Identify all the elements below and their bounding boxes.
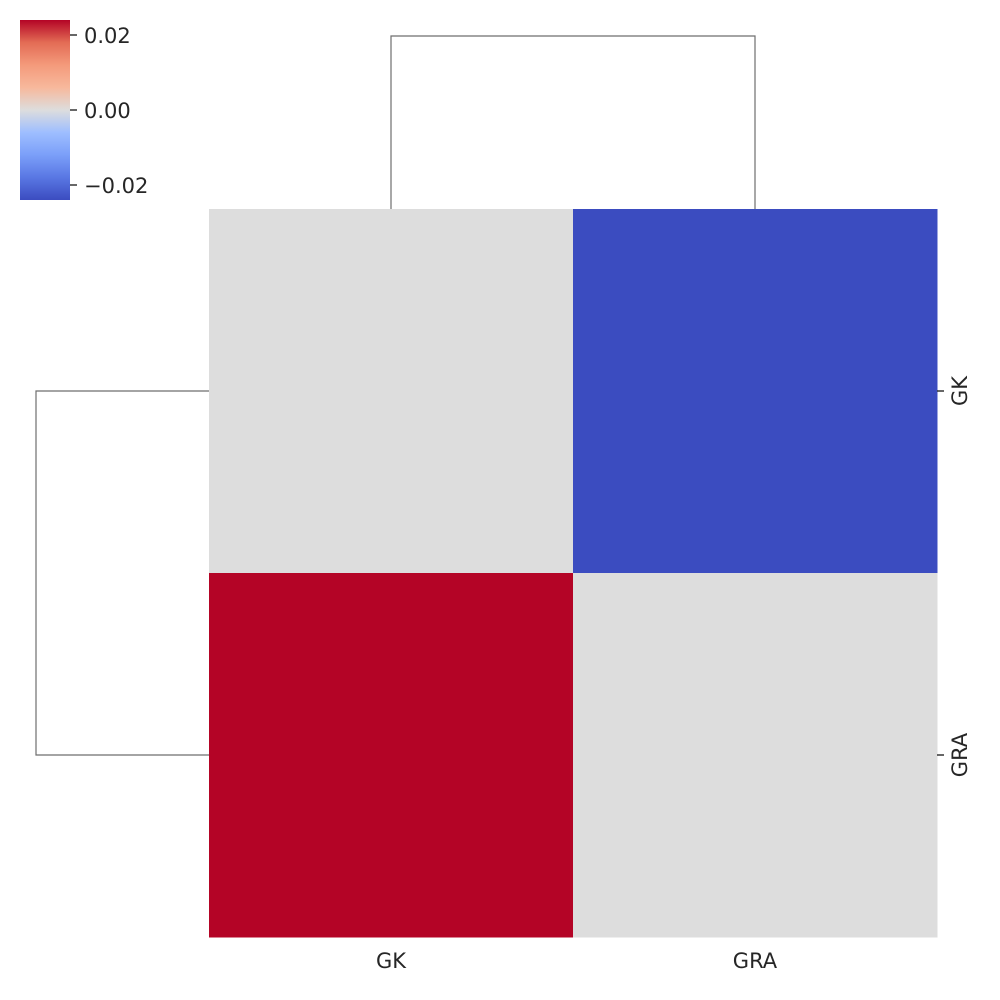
heatmap-cell <box>573 573 938 938</box>
colorbar-ticks: 0.02 0.00 −0.02 <box>70 24 148 198</box>
colorbar-tick-label: 0.00 <box>84 99 131 123</box>
heatmap-cell <box>209 573 574 938</box>
column-dendrogram-link <box>390 35 756 209</box>
colorbar-tick-label: 0.02 <box>84 24 131 48</box>
y-axis-ticks: GK GRA <box>937 375 972 777</box>
column-dendrogram <box>390 35 756 209</box>
heatmap-cells <box>209 209 938 938</box>
heatmap-cell <box>573 209 938 574</box>
y-tick-label: GK <box>948 375 972 406</box>
row-dendrogram-link <box>35 390 209 756</box>
row-dendrogram <box>35 390 209 756</box>
y-tick-label: GRA <box>948 732 972 777</box>
heatmap-cell <box>209 209 574 574</box>
x-axis-ticks: GK GRA <box>376 949 778 973</box>
x-tick-label: GRA <box>733 949 778 973</box>
x-tick-label: GK <box>376 949 407 973</box>
colorbar-gradient <box>20 20 70 200</box>
colorbar-tick-label: −0.02 <box>84 174 148 198</box>
colorbar: 0.02 0.00 −0.02 <box>20 20 148 200</box>
